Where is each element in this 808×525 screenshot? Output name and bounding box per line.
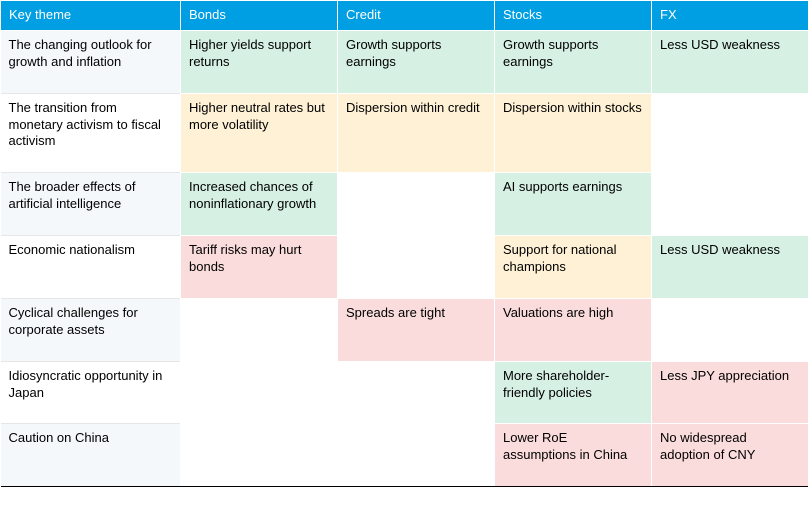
data-cell xyxy=(338,361,495,424)
data-cell xyxy=(181,361,338,424)
data-cell: Tariff risks may hurt bonds xyxy=(181,236,338,299)
data-cell: AI supports earnings xyxy=(495,173,652,236)
data-cell xyxy=(181,424,338,487)
table-row: Idiosyncratic opportunity in Japan More s… xyxy=(1,361,808,424)
data-cell: Dispersion within credit xyxy=(338,93,495,173)
data-cell: Spreads are tight xyxy=(338,298,495,361)
data-cell xyxy=(338,173,495,236)
themes-table: Key themeBondsCreditStocksFX The changin… xyxy=(0,0,808,487)
data-cell: Higher yields support returns xyxy=(181,30,338,93)
table-row: Economic nationalismTariff risks may hur… xyxy=(1,236,808,299)
key-theme-cell: Economic nationalism xyxy=(1,236,181,299)
key-theme-cell: The broader effects of artificial intell… xyxy=(1,173,181,236)
data-cell xyxy=(652,298,808,361)
key-theme-cell: Idiosyncratic opportunity in Japan xyxy=(1,361,181,424)
data-cell xyxy=(338,236,495,299)
key-theme-cell: Cyclical challenges for corporate assets xyxy=(1,298,181,361)
data-cell: Growth supports earnings xyxy=(495,30,652,93)
data-cell: Increased chances of noninflationary gro… xyxy=(181,173,338,236)
col-header: FX xyxy=(652,1,808,31)
data-cell: Higher neutral rates but more volatility xyxy=(181,93,338,173)
data-cell xyxy=(652,173,808,236)
data-cell: Lower RoE assumptions in China xyxy=(495,424,652,487)
data-cell: No widespread adoption of CNY xyxy=(652,424,808,487)
table-row: The transition from monetary activism to… xyxy=(1,93,808,173)
key-theme-cell: The changing outlook for growth and infl… xyxy=(1,30,181,93)
table-row: Caution on China Lower RoE assumptions in… xyxy=(1,424,808,487)
table-row: Cyclical challenges for corporate assets… xyxy=(1,298,808,361)
col-header: Credit xyxy=(338,1,495,31)
data-cell: Support for national champions xyxy=(495,236,652,299)
data-cell xyxy=(181,298,338,361)
table-row: The changing outlook for growth and infl… xyxy=(1,30,808,93)
col-header-key: Key theme xyxy=(1,1,181,31)
data-cell: Growth supports earnings xyxy=(338,30,495,93)
data-cell: Valuations are high xyxy=(495,298,652,361)
data-cell: Less USD weakness xyxy=(652,30,808,93)
table-header-row: Key themeBondsCreditStocksFX xyxy=(1,1,808,31)
key-theme-cell: Caution on China xyxy=(1,424,181,487)
key-theme-cell: The transition from monetary activism to… xyxy=(1,93,181,173)
data-cell xyxy=(338,424,495,487)
data-cell: Less JPY appreciation xyxy=(652,361,808,424)
table-row: The broader effects of artificial intell… xyxy=(1,173,808,236)
col-header: Stocks xyxy=(495,1,652,31)
data-cell: Dispersion within stocks xyxy=(495,93,652,173)
data-cell: Less USD weakness xyxy=(652,236,808,299)
data-cell xyxy=(652,93,808,173)
data-cell: More shareholder-friendly policies xyxy=(495,361,652,424)
col-header: Bonds xyxy=(181,1,338,31)
